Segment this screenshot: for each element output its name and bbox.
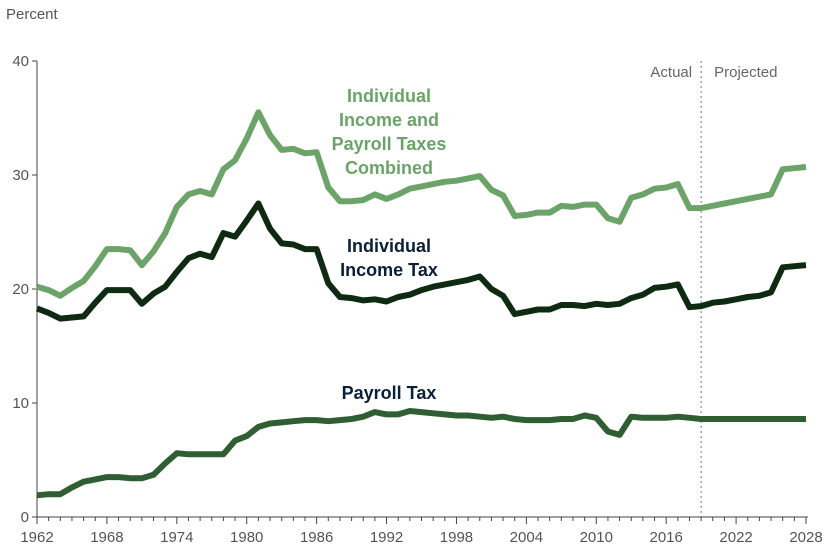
combined-label-line: Individual bbox=[347, 86, 431, 106]
combined-label-line: Income and bbox=[339, 110, 439, 130]
series-lines bbox=[35, 109, 807, 499]
y-tick-label: 10 bbox=[12, 395, 29, 412]
income-tax-line bbox=[35, 200, 807, 322]
y-tick-label: 20 bbox=[12, 281, 29, 298]
x-tick-label: 2022 bbox=[719, 529, 752, 546]
x-tick-label: 2010 bbox=[580, 529, 613, 546]
actual-projected-divider: Actual Projected bbox=[650, 61, 778, 517]
combined-label: Individual Income and Payroll Taxes Combine… bbox=[332, 86, 447, 178]
combined-label-line: Combined bbox=[345, 158, 433, 178]
y-axis-label: Percent bbox=[6, 6, 59, 23]
x-tick-label: 1986 bbox=[300, 529, 333, 546]
payroll-tax-label: Payroll Tax bbox=[342, 383, 437, 403]
x-tick-label: 1998 bbox=[440, 529, 473, 546]
payroll-tax-label-line: Payroll Tax bbox=[342, 383, 437, 403]
projected-label: Projected bbox=[714, 64, 777, 81]
y-tick-label: 30 bbox=[12, 167, 29, 184]
axes: 0 10 20 30 40 1962 1968 1974 1980 1986 1992 1998 200… bbox=[12, 53, 822, 546]
x-tick-label: 1974 bbox=[160, 529, 193, 546]
x-tick-label: 1992 bbox=[370, 529, 403, 546]
x-tick-label: 2028 bbox=[789, 529, 822, 546]
combined-label-line: Payroll Taxes bbox=[332, 134, 447, 154]
actual-label: Actual bbox=[650, 64, 692, 81]
x-tick-label: 2016 bbox=[649, 529, 682, 546]
income-tax-label: Individual Income Tax bbox=[340, 236, 438, 280]
series-labels: Individual Income and Payroll Taxes Combine… bbox=[332, 86, 447, 403]
y-tick-label: 40 bbox=[12, 53, 29, 70]
x-tick-label: 1968 bbox=[90, 529, 123, 546]
income-tax-label-line: Income Tax bbox=[340, 260, 438, 280]
x-tick-label: 1962 bbox=[20, 529, 53, 546]
y-tick-label: 0 bbox=[21, 509, 29, 526]
payroll-tax-line bbox=[36, 408, 806, 499]
x-tick-label: 2004 bbox=[510, 529, 543, 546]
x-tick-label: 1980 bbox=[230, 529, 263, 546]
combined-line bbox=[36, 109, 807, 299]
income-tax-label-line: Individual bbox=[347, 236, 431, 256]
